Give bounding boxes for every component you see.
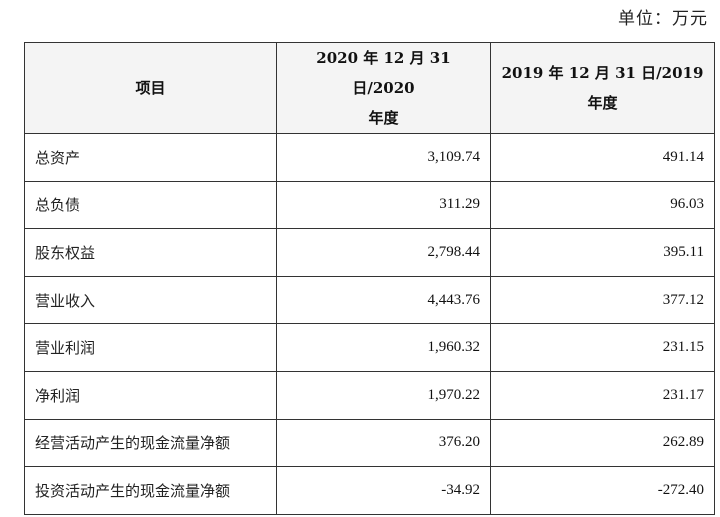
row-label: 经营活动产生的现金流量净额 [24, 418, 277, 468]
row-label: 股东权益 [24, 228, 277, 277]
table-row: 投资活动产生的现金流量净额 -34.92 -272.40 [24, 466, 715, 515]
value-2020: 376.20 [276, 418, 491, 468]
row-label: 营业收入 [24, 275, 277, 325]
table-row: 总资产 3,109.74 491.14 [24, 133, 715, 182]
table-row: 总负债 311.29 96.03 [24, 180, 715, 230]
header-2020: 2020 年 12 月 31 日/2020 年度 [276, 42, 491, 134]
header-2020-line1: 2020 年 12 月 31 日/2020 [316, 49, 451, 97]
header-2019-line2: 年度 [587, 94, 618, 112]
value-2020: 311.29 [276, 180, 491, 230]
table-row: 股东权益 2,798.44 395.11 [24, 228, 715, 277]
table-row: 净利润 1,970.22 231.17 [24, 370, 715, 420]
table-row: 营业利润 1,960.32 231.15 [24, 323, 715, 372]
row-label: 总负债 [24, 180, 277, 230]
value-2020: -34.92 [276, 466, 491, 515]
table-row: 营业收入 4,443.76 377.12 [24, 275, 715, 325]
row-label: 营业利润 [24, 323, 277, 372]
value-2020: 1,970.22 [276, 370, 491, 420]
table-row: 经营活动产生的现金流量净额 376.20 262.89 [24, 418, 715, 468]
financial-table: 项目 2020 年 12 月 31 日/2020 年度 2019 年 12 月 … [24, 42, 715, 515]
row-label: 净利润 [24, 370, 277, 420]
unit-label: 单位：万元 [618, 9, 708, 29]
value-2019: 395.11 [490, 228, 715, 277]
table-header-row: 项目 2020 年 12 月 31 日/2020 年度 2019 年 12 月 … [24, 42, 715, 134]
value-2019: 96.03 [490, 180, 715, 230]
value-2019: 377.12 [490, 275, 715, 325]
row-label: 投资活动产生的现金流量净额 [24, 466, 277, 515]
value-2019: -272.40 [490, 466, 715, 515]
value-2020: 1,960.32 [276, 323, 491, 372]
header-item: 项目 [24, 42, 277, 134]
row-label: 总资产 [24, 133, 277, 182]
value-2020: 4,443.76 [276, 275, 491, 325]
value-2020: 3,109.74 [276, 133, 491, 182]
header-2019: 2019 年 12 月 31 日/2019 年度 [490, 42, 715, 134]
value-2019: 231.17 [490, 370, 715, 420]
value-2020: 2,798.44 [276, 228, 491, 277]
header-2019-line1: 2019 年 12 月 31 日/2019 [501, 64, 704, 82]
header-2020-line2: 年度 [368, 109, 399, 127]
value-2019: 231.15 [490, 323, 715, 372]
value-2019: 491.14 [490, 133, 715, 182]
value-2019: 262.89 [490, 418, 715, 468]
